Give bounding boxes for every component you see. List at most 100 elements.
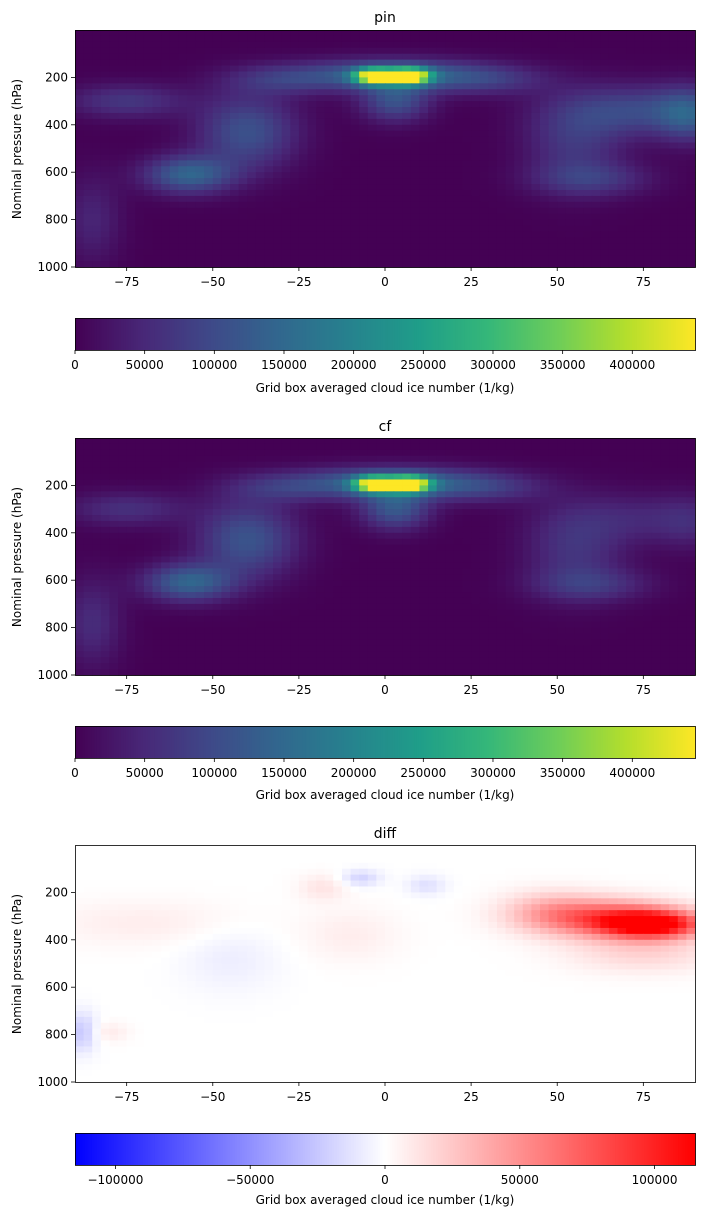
heatmap-cell: [178, 89, 188, 96]
heatmap-cell: [195, 136, 205, 144]
heatmap-cell: [496, 172, 507, 179]
heatmap-cell: [531, 485, 541, 492]
heatmap-cell: [626, 101, 636, 108]
colorbar-segment: [222, 318, 226, 350]
heatmap-cell: [238, 509, 248, 516]
heatmap-cell: [643, 515, 653, 522]
heatmap-cell: [453, 201, 464, 209]
colorbar-segment: [675, 318, 679, 350]
heatmap-cell: [238, 526, 248, 534]
heatmap-cell: [445, 35, 455, 43]
colorbar-segment: [501, 318, 505, 350]
heatmap-cell: [195, 455, 205, 463]
colorbar-segment: [123, 318, 127, 350]
heatmap-cell: [385, 225, 395, 233]
heatmap-cell: [126, 237, 136, 244]
heatmap-cell: [109, 41, 119, 49]
heatmap-cell: [83, 35, 93, 43]
heatmap-cell: [204, 532, 214, 540]
heatmap-cell: [204, 550, 214, 558]
heatmap-cell: [247, 154, 257, 161]
heatmap-cell: [385, 213, 395, 221]
heatmap-cell: [238, 172, 248, 179]
heatmap-cell: [186, 556, 197, 564]
heatmap-cell: [686, 59, 696, 67]
heatmap-cell: [230, 35, 240, 43]
heatmap-cell: [143, 443, 154, 451]
heatmap-cell: [583, 130, 593, 138]
heatmap-cell: [686, 124, 696, 132]
heatmap-cell: [195, 142, 205, 150]
heatmap-cell: [376, 479, 386, 486]
heatmap-cell: [83, 107, 93, 114]
heatmap-cell: [100, 142, 111, 150]
heatmap-cell: [419, 107, 429, 114]
heatmap-cell: [445, 255, 455, 262]
heatmap-cell: [643, 124, 653, 132]
heatmap-cell: [100, 107, 111, 114]
heatmap-cell: [264, 562, 274, 569]
heatmap-cell: [221, 118, 231, 126]
heatmap-cell: [118, 59, 128, 67]
heatmap-cell: [316, 580, 326, 587]
heatmap-cell: [204, 71, 214, 78]
heatmap-cell: [540, 219, 550, 227]
heatmap-cell: [565, 136, 576, 144]
heatmap-cell: [92, 53, 102, 61]
heatmap-cell: [152, 438, 162, 445]
heatmap-cell: [514, 438, 524, 445]
heatmap-cell: [540, 166, 550, 173]
heatmap-cell: [626, 213, 636, 221]
heatmap-cell: [436, 243, 446, 250]
heatmap-cell: [686, 166, 696, 173]
heatmap-cell: [385, 491, 395, 498]
heatmap-cell: [617, 443, 627, 451]
heatmap-cell: [333, 77, 343, 84]
heatmap-cell: [350, 77, 360, 84]
heatmap-cell: [316, 47, 326, 55]
heatmap-cell: [557, 261, 567, 268]
heatmap-cell: [496, 142, 507, 150]
heatmap-cell: [92, 77, 102, 84]
heatmap-cell: [583, 30, 593, 37]
heatmap-cell: [410, 178, 421, 185]
heatmap-cell: [436, 142, 446, 150]
heatmap-cell: [247, 580, 257, 587]
heatmap-cell: [195, 184, 205, 191]
heatmap-cell: [565, 473, 576, 481]
heatmap-cell: [135, 568, 145, 575]
heatmap-cell: [298, 491, 309, 498]
heatmap-cell: [402, 95, 412, 102]
heatmap-cell: [540, 562, 550, 569]
heatmap-cell: [608, 148, 619, 156]
heatmap-cell: [462, 479, 472, 486]
heatmap-cell: [83, 172, 93, 179]
heatmap-cell: [273, 201, 283, 209]
heatmap-cell: [255, 83, 266, 90]
heatmap-cell: [75, 189, 85, 197]
heatmap-cell: [281, 166, 291, 173]
heatmap-cell: [230, 112, 240, 120]
heatmap-cell: [298, 249, 309, 256]
heatmap-cell: [230, 148, 240, 156]
heatmap-cell: [290, 562, 300, 569]
heatmap-cell: [453, 509, 464, 516]
heatmap-cell: [230, 178, 240, 185]
heatmap-cell: [316, 89, 326, 96]
heatmap-cell: [109, 455, 119, 463]
heatmap-cell: [574, 461, 584, 469]
heatmap-cell: [540, 95, 550, 102]
heatmap-cell: [488, 443, 498, 451]
heatmap-cell: [169, 107, 179, 114]
heatmap-cell: [316, 83, 326, 90]
heatmap-cell: [574, 41, 584, 49]
heatmap-cell: [264, 503, 274, 510]
heatmap-cell: [393, 438, 403, 445]
heatmap-cell: [264, 438, 274, 445]
heatmap-cell: [617, 166, 627, 173]
heatmap-cell: [410, 538, 421, 546]
heatmap-cell: [290, 538, 300, 546]
colorbar-segment: [569, 318, 573, 350]
heatmap-cell: [195, 255, 205, 262]
colorbar-segment: [636, 318, 640, 350]
